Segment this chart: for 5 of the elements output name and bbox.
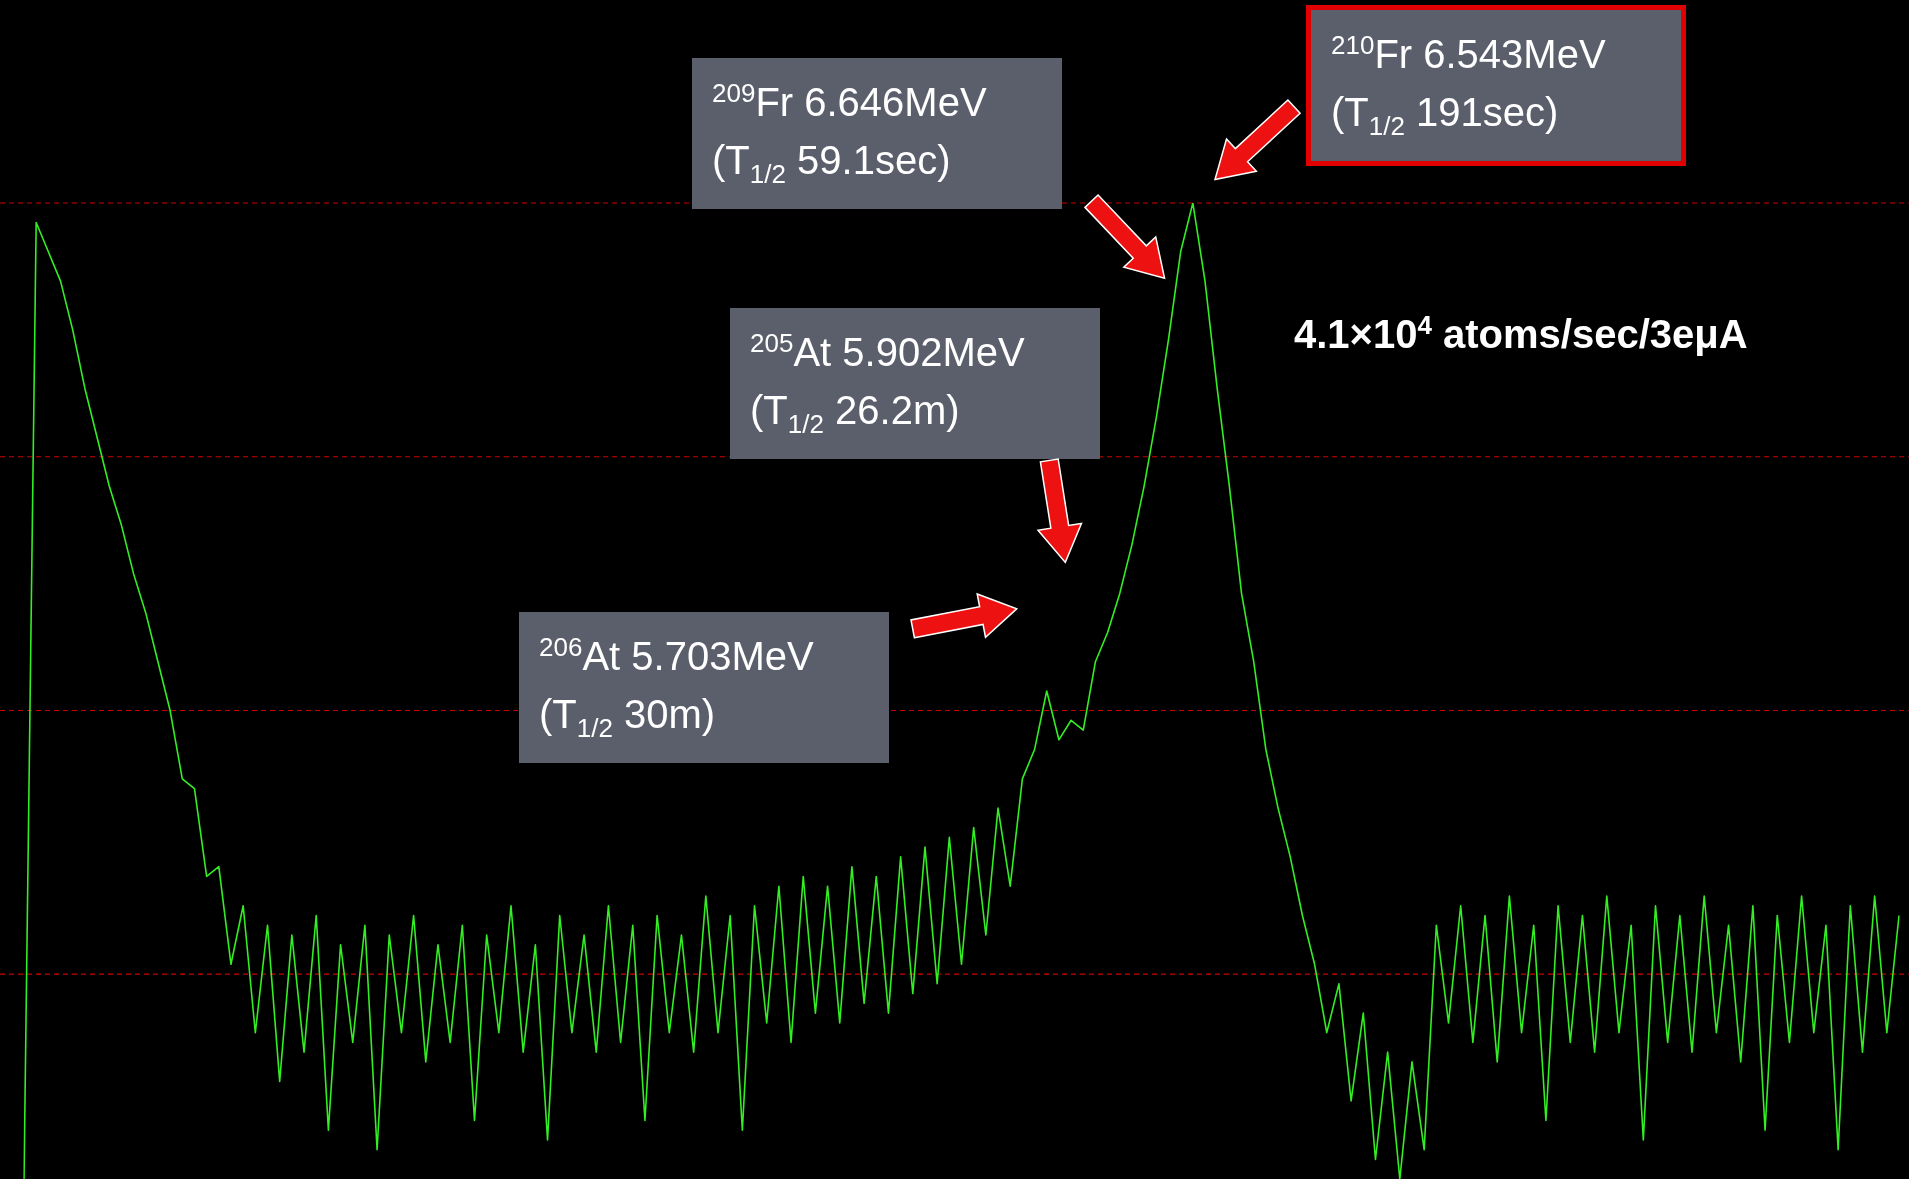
annotation: $^{206}$At 5.703MeV (T$_{1/2}$ 30m)	[519, 612, 889, 764]
text: $^{209}$Fr 6.646MeV (T$_{1/2}$ 59.1sec)	[692, 58, 1062, 210]
text: $^{210}$Fr 6.543MeV (T$_{1/2}$ 191sec)	[1306, 5, 1686, 167]
annotation: 4.1×10$^{4}$ atoms/sec/3eμA	[1294, 309, 1748, 359]
annotation: $^{205}$At 5.902MeV (T$_{1/2}$ 26.2m)	[730, 308, 1100, 460]
